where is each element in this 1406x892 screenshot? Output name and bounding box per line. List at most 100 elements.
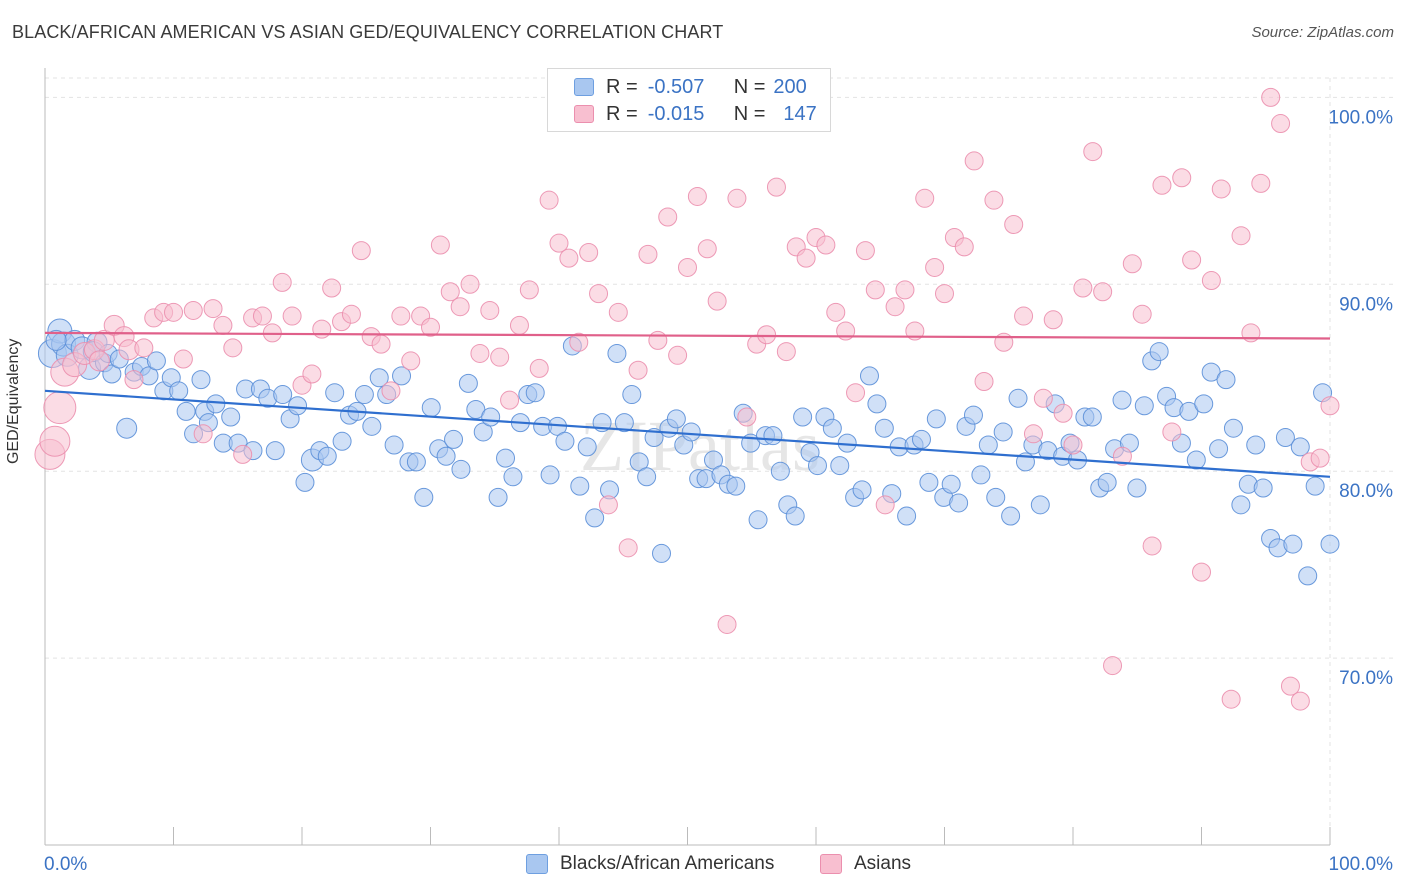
data-point	[1083, 142, 1103, 162]
data-point	[539, 190, 559, 210]
data-point	[994, 332, 1014, 352]
data-point	[1246, 435, 1266, 455]
data-point	[1097, 472, 1117, 492]
bottom-legend-label-asians: Asians	[854, 853, 912, 874]
data-point	[1043, 310, 1063, 330]
data-point	[1134, 396, 1154, 416]
data-point	[846, 383, 866, 403]
data-point	[1290, 437, 1310, 457]
data-point	[865, 280, 885, 300]
data-point	[1122, 254, 1142, 274]
data-point	[570, 476, 590, 496]
data-point	[1209, 439, 1229, 459]
legend-r-value: -0.507	[647, 75, 705, 98]
data-point	[488, 487, 508, 507]
data-point	[451, 459, 471, 479]
data-point	[897, 506, 917, 526]
data-point	[221, 407, 241, 427]
data-point	[1149, 342, 1169, 362]
data-point	[272, 272, 292, 292]
data-point	[589, 284, 609, 304]
data-point	[919, 472, 939, 492]
data-point	[971, 465, 991, 485]
data-point	[822, 418, 842, 438]
data-point	[681, 422, 701, 442]
data-point	[569, 332, 589, 352]
data-point	[748, 510, 768, 530]
data-point	[757, 325, 777, 345]
data-point	[440, 282, 460, 302]
data-point	[325, 383, 345, 403]
data-point	[954, 237, 974, 257]
data-point	[381, 381, 401, 401]
y-tick-label: 90.0%	[1339, 294, 1393, 315]
data-point	[1063, 435, 1083, 455]
data-point	[874, 418, 894, 438]
data-point	[816, 235, 836, 255]
data-point	[1186, 450, 1206, 470]
data-point	[830, 456, 850, 476]
data-point	[737, 407, 757, 427]
data-point	[648, 330, 668, 350]
data-point	[288, 396, 308, 416]
data-point	[607, 343, 627, 363]
data-point	[763, 426, 783, 446]
data-point	[332, 431, 352, 451]
data-point	[223, 338, 243, 358]
data-point	[392, 366, 412, 386]
data-point	[401, 351, 421, 371]
data-point	[911, 429, 931, 449]
data-point	[1283, 534, 1303, 554]
data-point	[703, 450, 723, 470]
data-point	[875, 495, 895, 515]
y-tick-label: 70.0%	[1339, 668, 1393, 689]
data-point	[628, 360, 648, 380]
data-point	[1320, 534, 1340, 554]
data-point	[460, 274, 480, 294]
data-point	[116, 417, 138, 439]
trend-line-asians	[44, 331, 1331, 340]
data-point	[282, 306, 302, 326]
data-point	[1073, 278, 1093, 298]
data-point	[490, 347, 510, 367]
data-point	[867, 394, 887, 414]
data-point	[183, 300, 203, 320]
data-point	[766, 177, 786, 197]
data-point	[176, 401, 196, 421]
data-point	[687, 186, 707, 206]
data-point	[480, 300, 500, 320]
data-point	[341, 304, 361, 324]
data-point	[1251, 173, 1271, 193]
data-point	[206, 394, 226, 414]
data-point	[637, 467, 657, 487]
data-point	[963, 405, 983, 425]
data-point	[895, 280, 915, 300]
data-point	[986, 487, 1006, 507]
bottom-legend-label-blacks: Blacks/African Americans	[560, 853, 775, 874]
data-point	[915, 188, 935, 208]
data-point	[509, 315, 529, 335]
bottom-legend-blacks[interactable]: Blacks/African Americans	[526, 851, 774, 877]
bottom-legend-asians[interactable]: Asians	[820, 851, 911, 877]
source-label: Source: ZipAtlas.com	[1251, 24, 1394, 41]
bottom-legend-swatch-pink	[820, 854, 842, 874]
data-point	[855, 241, 875, 261]
data-point	[796, 248, 816, 268]
data-point	[406, 452, 426, 472]
series-asians-points	[34, 87, 1340, 711]
data-point	[1112, 390, 1132, 410]
data-point	[1112, 446, 1132, 466]
data-point	[638, 244, 658, 264]
data-point	[1132, 304, 1152, 324]
data-point	[658, 207, 678, 227]
data-point	[322, 278, 342, 298]
legend-swatch-blue	[574, 78, 594, 96]
data-point	[859, 366, 879, 386]
data-point	[496, 448, 516, 468]
data-point	[1194, 394, 1214, 414]
y-tick-label: 80.0%	[1339, 481, 1393, 502]
data-point	[384, 435, 404, 455]
data-point	[102, 364, 122, 384]
data-point	[1103, 656, 1123, 676]
